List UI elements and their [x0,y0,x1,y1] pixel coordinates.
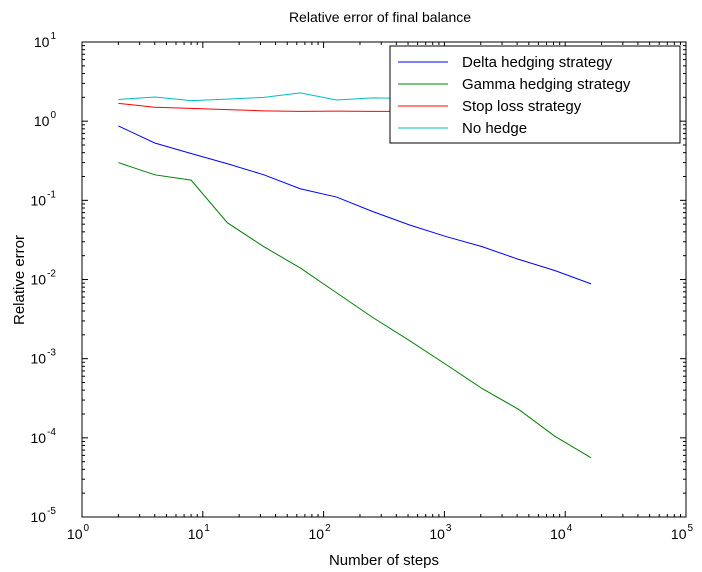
chart-title: Relative error of final balance [289,9,471,25]
x-tick-label: 104 [550,523,573,542]
legend-label-no-hedge: No hedge [462,120,527,137]
y-tick-label: 10-1 [31,189,57,208]
legend-label-stop-loss-strategy: Stop loss strategy [462,98,582,115]
series-line-delta-hedging-strategy [118,125,592,285]
y-tick-labels: 10-5 10-4 10-3 10-2 10-1 100 101 [31,31,57,525]
x-tick-label: 102 [309,523,332,542]
y-tick-label: 101 [34,31,57,50]
minor-ticks [82,42,686,517]
y-tick-label: 10-4 [31,427,57,446]
x-tick-label: 105 [671,523,694,542]
x-tick-labels: 100 101 102 103 104 105 [67,523,694,542]
x-axis-label: Number of steps [329,552,439,569]
legend-label-gamma-hedging-strategy: Gamma hedging strategy [462,76,631,93]
y-tick-label: 100 [34,110,57,129]
legend: Delta hedging strategy Gamma hedging stra… [389,45,681,144]
y-tick-label: 10-3 [31,348,57,367]
y-axis-label: Relative error [11,235,28,325]
x-tick-label: 100 [67,523,90,542]
x-tick-label: 101 [188,523,211,542]
x-tick-label: 103 [429,523,452,542]
series-line-gamma-hedging-strategy [118,162,592,459]
y-tick-label: 10-5 [31,506,57,525]
legend-label-delta-hedging-strategy: Delta hedging strategy [462,54,613,71]
y-tick-label: 10-2 [31,269,57,288]
major-ticks [81,41,687,518]
